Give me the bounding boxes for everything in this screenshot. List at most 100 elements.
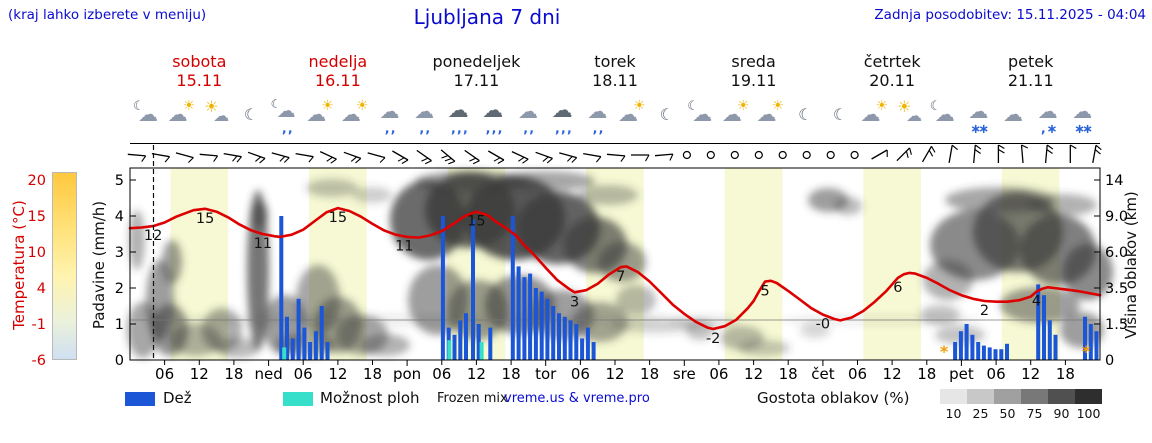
- svg-text:06: 06: [571, 365, 590, 383]
- rain-legend-label: Dež: [163, 389, 192, 407]
- weather-icon-moon-rain: ☾ ☁ ‚ ‚: [270, 97, 296, 137]
- day-header-15.11: sobota 15.11: [172, 52, 227, 90]
- svg-text:12: 12: [883, 365, 902, 383]
- temperature-axis-label: Temperatura (°C): [9, 200, 28, 330]
- svg-text:5: 5: [115, 173, 124, 189]
- temp-value-label: 15: [467, 214, 485, 230]
- showers-legend-label: Možnost ploh: [320, 389, 420, 407]
- weather-icon-cloud-sun: ☀ ☁: [721, 98, 750, 126]
- cloud-height-axis-label: Višina oblakov (km): [1121, 191, 1140, 339]
- weather-icon-rain: ☁ ‚ ‚: [518, 99, 539, 137]
- site-credit-link[interactable]: vreme.us & vreme.pro: [504, 391, 650, 406]
- svg-text:3: 3: [115, 245, 124, 261]
- temp-value-label: -0: [816, 317, 830, 333]
- svg-text:18: 18: [363, 365, 382, 383]
- svg-text:0: 0: [115, 353, 124, 369]
- temp-value-label: 7: [616, 269, 625, 285]
- svg-text:06: 06: [709, 365, 728, 383]
- svg-text:06: 06: [848, 365, 867, 383]
- weather-icon-row: ☾ ☁ ☀ ☁ ☀ ☁ ☾ ☾ ☁ ‚ ‚ ☀ ☁ ☀ ☁ ☁ ‚ ‚ ☁ ‚ ‚ ☁ ‚ ‚ ‚ ☁ ‚ ‚ ‚ ☁ ‚ ‚ ☁ ‚ ‚ ‚ ☁ ‚ ‚ ☀…: [130, 95, 1100, 142]
- svg-text:18: 18: [502, 365, 521, 383]
- rain-bars: [279, 216, 1099, 360]
- svg-text:06: 06: [155, 365, 174, 383]
- cloud-scale-box: [994, 389, 1021, 404]
- weather-icon-moon: ☾: [243, 105, 259, 124]
- svg-text:12: 12: [744, 365, 763, 383]
- weather-icon-moon: ☾: [798, 105, 813, 124]
- cloud-scale-value: 90: [1053, 406, 1070, 421]
- cloud-density-legend-title: Gostota oblakov (%): [757, 389, 910, 407]
- weather-icon-rain: ☁ ‚ ‚: [379, 99, 400, 137]
- cloud-scale-box: [1075, 389, 1102, 404]
- weather-icon-cloud-sun: ☀ ☁: [860, 98, 889, 126]
- frozen-mix-legend-label: Frozen mix: [437, 391, 508, 406]
- svg-text:06: 06: [987, 365, 1006, 383]
- svg-text:sre: sre: [673, 365, 696, 383]
- cloud-scale-box: [967, 389, 994, 404]
- svg-text:18: 18: [917, 365, 936, 383]
- svg-text:20: 20: [28, 173, 46, 189]
- weather-icon-heavy-rain: ☁ ‚ ‚ ‚: [447, 98, 469, 137]
- rain-legend-swatch: [125, 392, 155, 406]
- menu-hint: (kraj lahko izberete v meniju): [8, 7, 207, 23]
- cloud-scale-value: 25: [972, 406, 989, 421]
- last-updated: Zadnja posodobitev: 15.11.2025 - 04:04: [874, 7, 1146, 23]
- shower-bars: [282, 340, 484, 360]
- svg-text:0: 0: [1105, 353, 1114, 369]
- svg-text:ned: ned: [254, 365, 282, 383]
- temp-value-label: 15: [196, 211, 214, 227]
- weather-icon-snow: ☁ ∗ ∗: [968, 99, 990, 137]
- temp-value-label: 2: [980, 303, 989, 319]
- temp-value-label: 11: [395, 238, 413, 254]
- weather-icon-sun-cloud: ☀ ☁: [897, 97, 923, 125]
- svg-text:čet: čet: [811, 365, 834, 383]
- weather-icon-moon-cloud: ☾ ☁: [929, 99, 955, 126]
- cloud-density: [127, 171, 1113, 358]
- svg-text:2: 2: [115, 281, 124, 297]
- temp-value-label: -2: [706, 331, 720, 347]
- weather-icon-sun-cloud: ☀ ☁: [204, 97, 230, 125]
- temp-value-label: 11: [254, 236, 272, 252]
- day-header-17.11: ponedeljek 17.11: [432, 52, 521, 90]
- svg-text:15: 15: [28, 209, 46, 225]
- temp-value-label: 5: [760, 284, 769, 300]
- svg-text:12: 12: [467, 365, 486, 383]
- svg-text:4: 4: [115, 209, 124, 225]
- cloud-scale-box: [940, 389, 967, 404]
- temp-value-label: 15: [329, 210, 347, 226]
- temp-value-label: 12: [144, 228, 162, 244]
- frozen-mix-marker: *: [1082, 342, 1091, 361]
- svg-text:12: 12: [1021, 365, 1040, 383]
- showers-legend-swatch: [283, 392, 313, 406]
- svg-text:10: 10: [28, 245, 46, 261]
- cloud-scale-value: 10: [945, 406, 962, 421]
- svg-text:4: 4: [37, 281, 46, 297]
- temp-value-label: 6: [893, 280, 902, 296]
- svg-text:14: 14: [1105, 173, 1123, 189]
- temperature-curve: [128, 206, 1102, 331]
- daylight-bands: [170, 168, 1060, 360]
- day-header-18.11: torek 18.11: [592, 52, 638, 90]
- weather-icon-cloud: ☁: [1003, 102, 1024, 126]
- cloud-scale-box: [1048, 389, 1075, 404]
- page-title: Ljubljana 7 dni: [413, 5, 561, 29]
- svg-text:18: 18: [640, 365, 659, 383]
- svg-text:-1: -1: [32, 317, 46, 333]
- temperature-colorbar: [52, 172, 77, 360]
- svg-text:1: 1: [115, 317, 124, 333]
- svg-text:12: 12: [328, 365, 347, 383]
- cloud-scale-box: [1021, 389, 1048, 404]
- svg-text:12: 12: [190, 365, 209, 383]
- svg-text:18: 18: [1056, 365, 1075, 383]
- weather-icon-cloud-sun: ☀ ☁: [756, 98, 785, 126]
- day-header-20.11: četrtek 20.11: [863, 52, 921, 90]
- cloud-scale-value: 50: [999, 406, 1016, 421]
- weather-icon-rain: ☁ ‚ ‚: [587, 99, 608, 137]
- weather-icon-heavy-rain: ☁ ‚ ‚ ‚: [482, 98, 504, 137]
- weather-icon-moon: ☾: [659, 105, 674, 124]
- day-header-21.11: petek 21.11: [1007, 52, 1054, 90]
- day-header-16.11: nedelja 16.11: [308, 52, 368, 90]
